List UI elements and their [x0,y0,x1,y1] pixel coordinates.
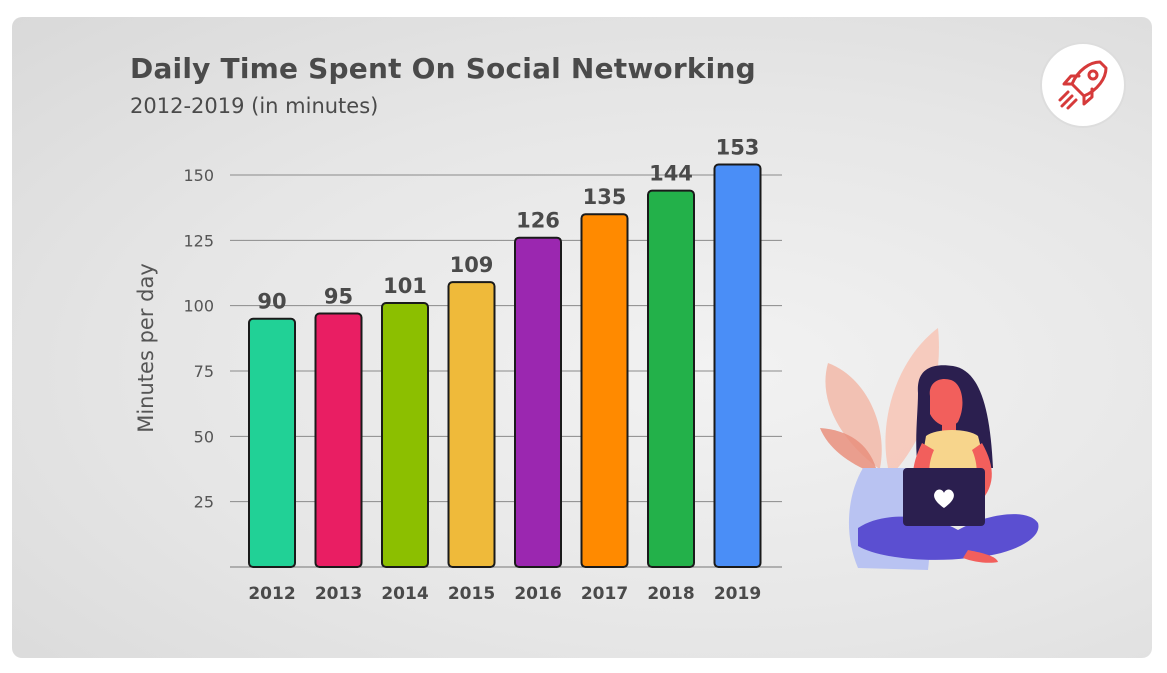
data-label-2018: 144 [649,162,693,186]
bar-2016 [514,236,562,568]
x-tick-label-2018: 2018 [647,584,694,604]
x-tick-label-2013: 2013 [315,584,362,604]
bar-2014 [381,302,429,568]
chart-subtitle: 2012-2019 (in minutes) [130,94,379,118]
y-tick-label: 25 [194,493,214,512]
bar-2012 [248,317,296,568]
y-tick-label: 125 [183,231,214,250]
y-tick-label: 50 [194,427,214,446]
data-label-2017: 135 [583,185,627,209]
data-label-2016: 126 [516,209,560,233]
plant-leaf [820,428,876,473]
bar-2013 [314,312,363,568]
x-tick-label-2017: 2017 [581,584,628,604]
y-tick-label: 100 [183,297,214,316]
plant-leaf [885,328,939,470]
x-tick-label-2016: 2016 [514,584,561,604]
y-tick-label: 75 [194,362,214,381]
legs [858,514,1039,560]
bar-2015 [447,281,496,568]
data-label-2013: 95 [324,285,353,309]
woman-with-laptop-illustration [820,328,1039,570]
heart-icon [934,489,954,508]
chart-title: Daily Time Spent On Social Networking [130,52,756,85]
foot [963,550,998,563]
data-label-2014: 101 [383,274,427,298]
face [929,378,963,427]
data-label-2015: 109 [450,253,494,277]
bar-2018 [647,189,695,568]
rocket-icon [1038,40,1128,130]
data-label-2019: 153 [716,136,760,160]
bar-2017 [580,213,629,568]
x-tick-label-2014: 2014 [381,584,428,604]
plant-leaf [825,363,882,468]
x-tick-label-2012: 2012 [248,584,295,604]
bar-2019 [713,163,762,568]
y-tick-label: 150 [183,166,214,185]
x-tick-label-2015: 2015 [448,584,495,604]
x-tick-label-2019: 2019 [714,584,761,604]
data-label-2012: 90 [257,290,286,314]
